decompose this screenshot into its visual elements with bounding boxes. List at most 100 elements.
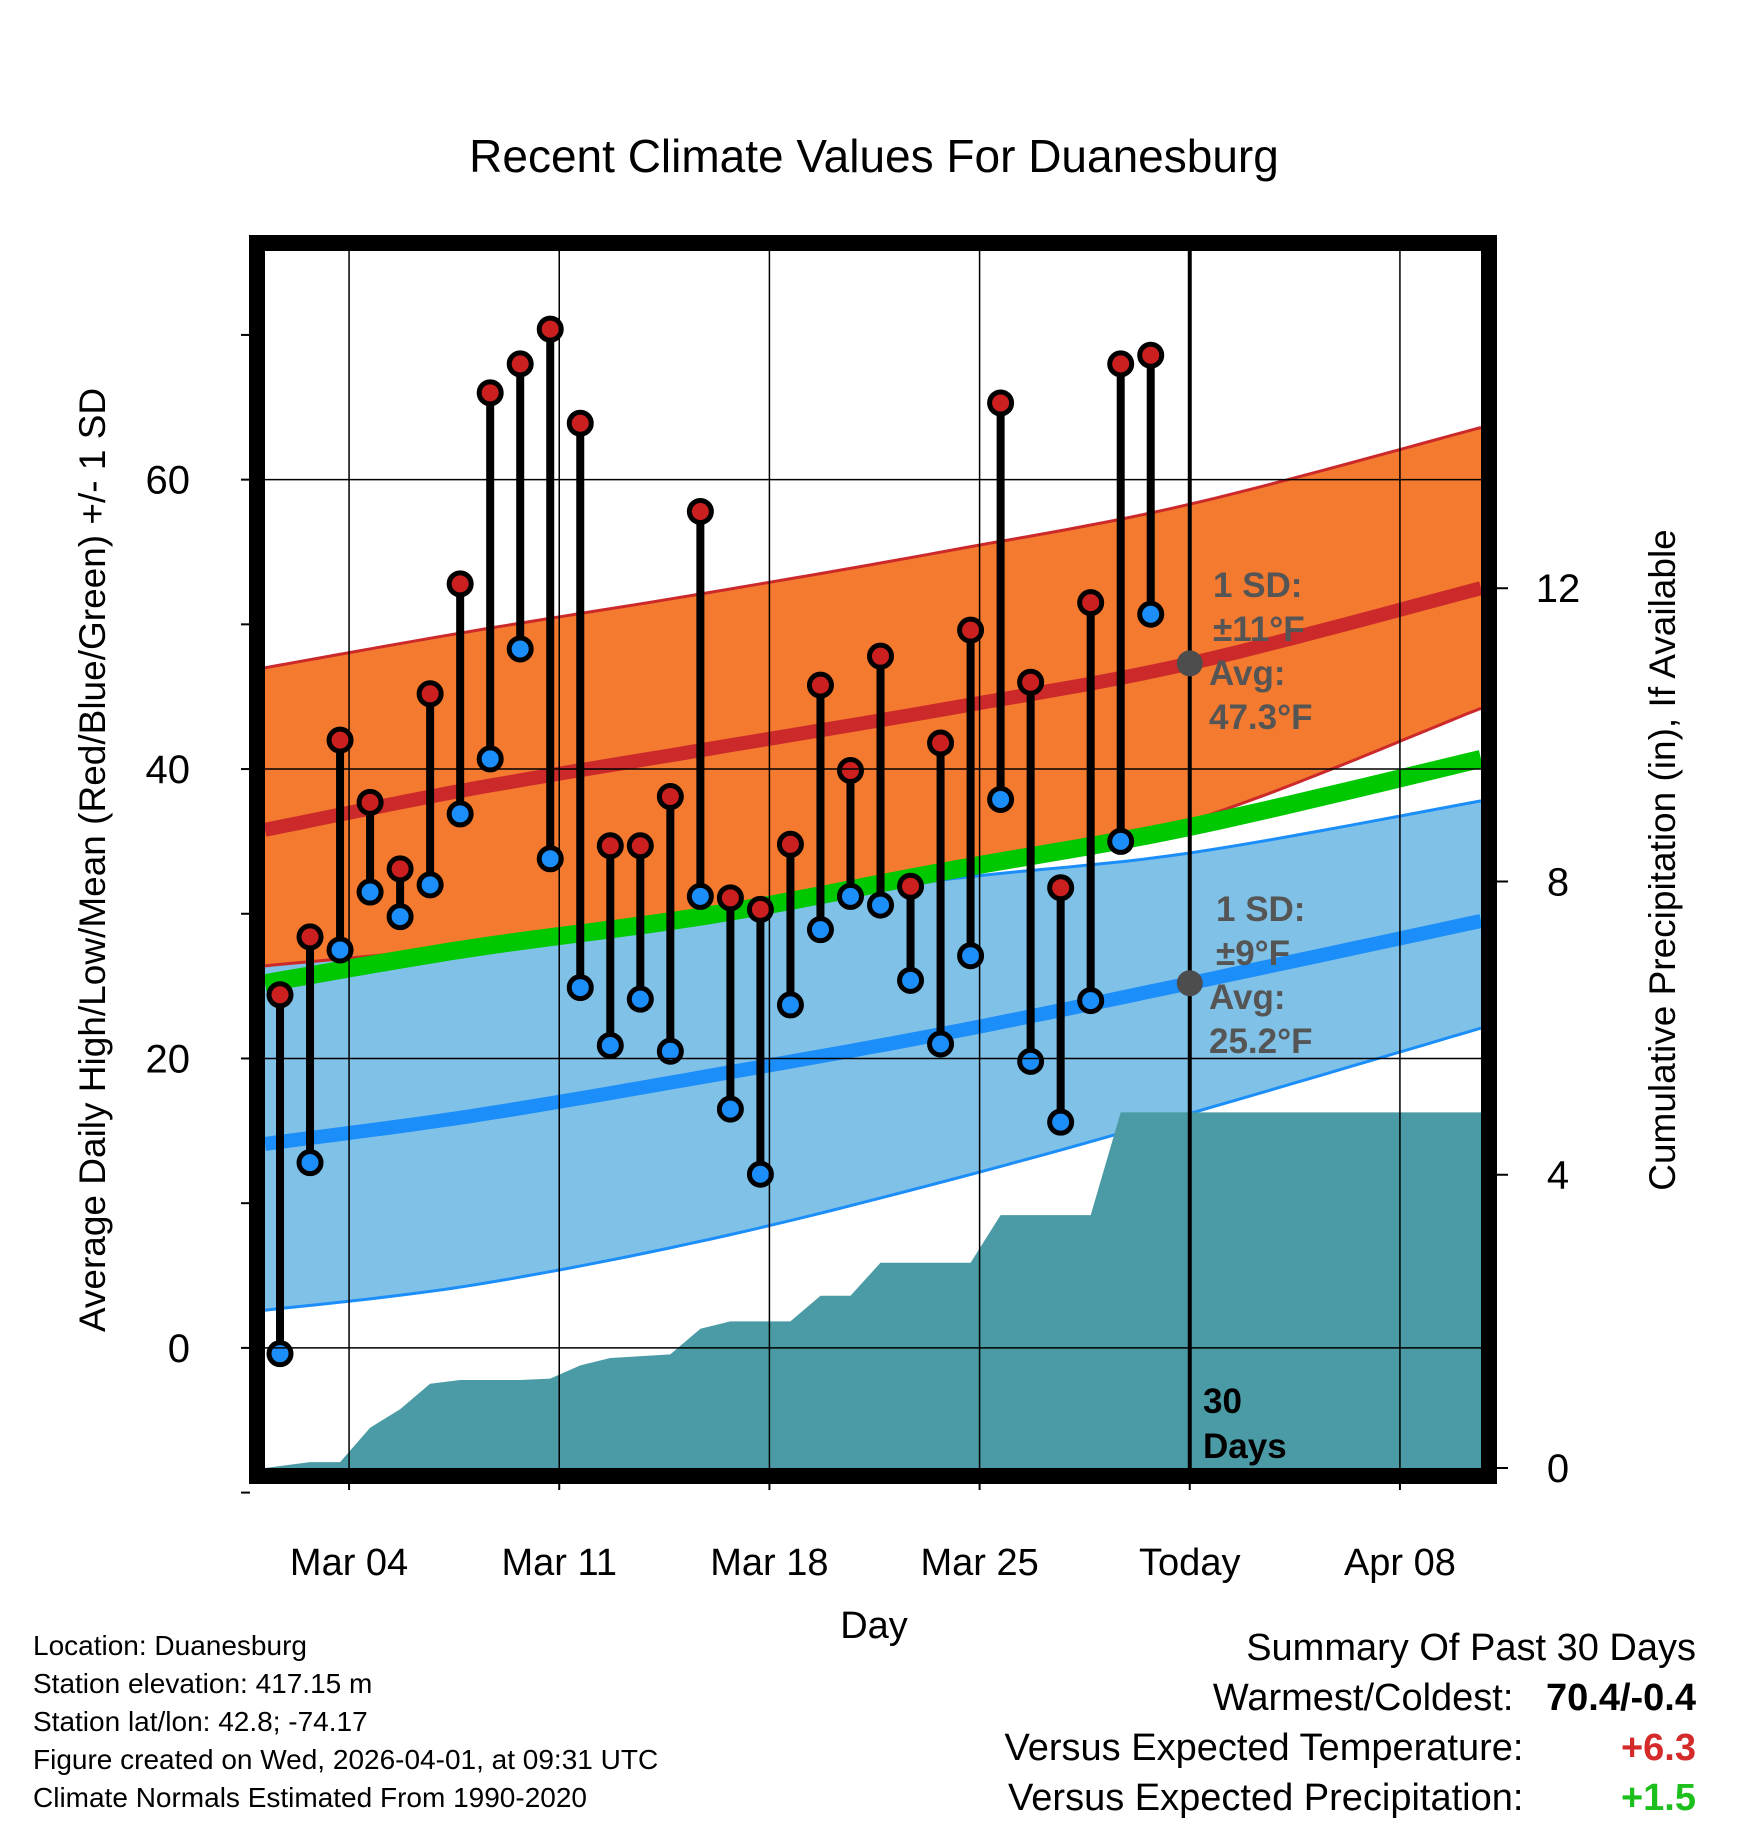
low-point xyxy=(566,974,594,1002)
low-point xyxy=(446,800,474,828)
high-today-marker xyxy=(1176,650,1203,677)
low-point xyxy=(806,916,834,944)
high-sd-value: ±11°F xyxy=(1213,610,1305,649)
low-point xyxy=(836,882,864,910)
summary-temp: Versus Expected Temperature: +6.3 xyxy=(1005,1723,1696,1773)
high-point xyxy=(356,788,384,816)
x-tick-label: Mar 25 xyxy=(920,1542,1038,1584)
x-tick-label: Mar 11 xyxy=(502,1542,617,1584)
low-point xyxy=(957,942,985,970)
y2-tick-label: 0 xyxy=(1547,1447,1569,1491)
axes: Mar 04 Mar 11 Mar 18 Mar 25 Today Apr 0802040… xyxy=(146,333,1581,1584)
high-point xyxy=(897,872,925,900)
low-point xyxy=(1107,827,1135,855)
warm-cold-value: 70.4/-0.4 xyxy=(1546,1677,1696,1719)
low-point xyxy=(716,1095,744,1123)
y-tick-label: 0 xyxy=(168,1327,190,1371)
low-point xyxy=(1137,600,1165,628)
low-sd-band-lower-edge xyxy=(264,1026,1482,1312)
y2-tick-label: 4 xyxy=(1547,1154,1569,1198)
high-point xyxy=(1137,341,1165,369)
high-point xyxy=(476,379,504,407)
high-point xyxy=(656,783,684,811)
annotations: 1 SD: ±11°F Avg: 47.3°F 1 SD: ±9°F Avg: 25.2°F 3… xyxy=(1176,566,1313,1466)
low-point xyxy=(386,903,414,931)
y2-tick-label: 8 xyxy=(1547,860,1569,904)
low-point xyxy=(776,991,804,1019)
low-point xyxy=(867,891,895,919)
low-avg-label: Avg: xyxy=(1209,978,1285,1017)
high-point xyxy=(266,981,294,1009)
created-text: Figure created on Wed, 2026-04-01, at 09… xyxy=(33,1744,659,1775)
high-point xyxy=(686,497,714,525)
high-point xyxy=(716,884,744,912)
high-point xyxy=(326,726,354,754)
high-point xyxy=(806,671,834,699)
precip-value: +1.5 xyxy=(1620,1777,1696,1819)
high-point xyxy=(1077,589,1105,617)
grid-lines xyxy=(265,251,1481,1468)
high-point xyxy=(1017,668,1045,696)
low-point xyxy=(326,936,354,964)
high-point xyxy=(596,832,624,860)
mean-normal-line xyxy=(263,750,1484,993)
latlon-text: Station lat/lon: 42.8; -74.17 xyxy=(33,1706,368,1737)
high-point xyxy=(1047,874,1075,902)
summary-title: Summary Of Past 30 Days xyxy=(1246,1627,1696,1669)
high-sd-band-upper-edge xyxy=(264,426,1482,670)
low-sd-value: ±9°F xyxy=(1216,934,1290,973)
temp-label: Versus Expected Temperature: xyxy=(1004,1727,1524,1769)
low-point xyxy=(416,871,444,899)
location-text: Location: Duanesburg xyxy=(33,1630,307,1661)
low-normal-line xyxy=(264,914,1483,1151)
summary-warm-cold: Warmest/Coldest: 70.4/-0.4 xyxy=(1213,1673,1696,1723)
high-point xyxy=(506,350,534,378)
low-point xyxy=(897,966,925,994)
low-point xyxy=(746,1160,774,1188)
high-point xyxy=(296,923,324,951)
low-point xyxy=(987,785,1015,813)
low-point xyxy=(536,845,564,873)
x-tick-label: Mar 18 xyxy=(710,1542,828,1584)
y-axis-title: Average Daily High/Low/Mean (Red/Blue/Gr… xyxy=(72,388,113,1332)
high-point xyxy=(987,389,1015,417)
low-point xyxy=(1047,1108,1075,1136)
chart-title: Recent Climate Values For Duanesburg xyxy=(469,130,1279,182)
high-point xyxy=(957,616,985,644)
low-avg-value: 25.2°F xyxy=(1209,1022,1313,1061)
high-sd-label: 1 SD: xyxy=(1213,566,1302,605)
x-tick-label: Apr 08 xyxy=(1344,1542,1456,1584)
temp-value: +6.3 xyxy=(1620,1727,1696,1769)
summary-precip: Versus Expected Precipitation: +1.5 xyxy=(1008,1773,1696,1823)
high-point xyxy=(1107,350,1135,378)
y-tick-label: 40 xyxy=(146,748,191,792)
high-point xyxy=(446,570,474,598)
low-point xyxy=(356,878,384,906)
high-point xyxy=(416,680,444,708)
plot-area xyxy=(263,315,1484,1470)
high-avg-value: 47.3°F xyxy=(1209,698,1313,737)
days-count-label: 30 xyxy=(1203,1382,1242,1421)
warm-cold-label: Warmest/Coldest: xyxy=(1212,1677,1514,1719)
low-point xyxy=(596,1031,624,1059)
precip-label: Versus Expected Precipitation: xyxy=(1008,1777,1524,1819)
y-tick-label: 20 xyxy=(146,1037,191,1081)
elevation-text: Station elevation: 417.15 m xyxy=(33,1668,373,1699)
low-sd-label: 1 SD: xyxy=(1216,890,1305,929)
high-avg-label: Avg: xyxy=(1209,654,1285,693)
high-point xyxy=(867,642,895,670)
low-point xyxy=(686,882,714,910)
normals-text: Climate Normals Estimated From 1990-2020 xyxy=(33,1782,587,1813)
low-point xyxy=(927,1030,955,1058)
high-point xyxy=(626,832,654,860)
low-point xyxy=(656,1037,684,1065)
y2-tick-label: 12 xyxy=(1536,567,1581,611)
x-axis-title: Day xyxy=(840,1605,908,1647)
high-point xyxy=(536,315,564,343)
precip-area xyxy=(265,1112,1481,1470)
high-sd-band xyxy=(265,427,1481,966)
x-tick-label: Today xyxy=(1139,1542,1240,1584)
x-tick-label: Mar 04 xyxy=(290,1542,408,1584)
low-today-marker xyxy=(1176,970,1203,997)
